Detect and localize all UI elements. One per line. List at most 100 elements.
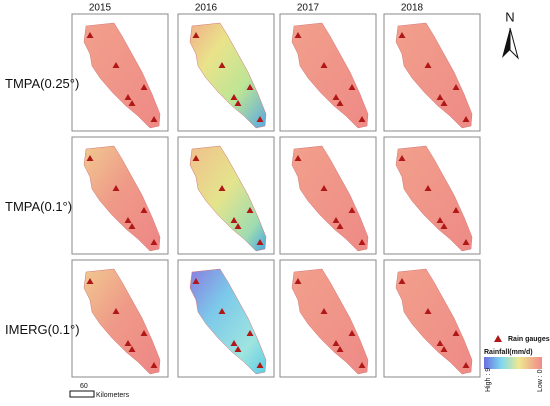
rain-gauge [320,185,328,191]
rain-gauge [256,116,264,122]
rain-gauge [348,207,356,213]
rain-gauge [192,32,200,38]
rain-gauge [294,32,302,38]
rain-gauge [192,155,200,161]
legend-high: High : 9 [485,368,492,392]
rain-gauge [462,362,470,368]
rain-gauge [124,340,132,346]
row-label: IMERG(0.1°) [5,322,80,337]
rain-gauge [124,217,132,223]
rain-gauge [112,185,120,191]
map-panel [279,259,377,378]
region [83,145,161,252]
rain-gauge [332,217,340,223]
rain-gauge [140,84,148,90]
region [83,22,161,129]
rain-gauge [218,308,226,314]
rain-gauge [332,340,340,346]
rain-gauge [320,308,328,314]
map-panel [177,13,275,132]
region [189,268,267,375]
rain-gauge [348,330,356,336]
map-panel [383,259,481,378]
rain-gauge [424,308,432,314]
rain-gauge [440,100,448,106]
map-panel [71,136,169,255]
rain-gauge [332,94,340,100]
rain-gauge [246,207,254,213]
map-panel [177,259,275,378]
rain-gauge [218,185,226,191]
rain-gauge [230,94,238,100]
region [189,145,267,252]
rain-gauge [358,362,366,368]
rain-gauge [230,217,238,223]
rain-gauge [124,94,132,100]
rain-gauge [234,223,242,229]
legend-rainfall: Rainfall(mm/d) [484,349,533,356]
rain-gauge [398,278,406,284]
rain-gauge [462,116,470,122]
rain-gauge [128,100,136,106]
rain-gauge [150,239,158,245]
rain-gauge [112,308,120,314]
rain-gauge [436,94,444,100]
region [395,268,473,375]
rain-gauge [348,84,356,90]
legend: Rain gauges Rainfall(mm/d) High : 9 Low … [484,335,550,392]
rain-gauge [358,239,366,245]
rain-gauge [424,62,432,68]
scale-distance: 60 [80,383,88,390]
scale-bar: 60 Kilometers [69,383,130,399]
rain-gauge [294,155,302,161]
rain-gauge [246,84,254,90]
rain-gauge [234,346,242,352]
rain-gauge [294,278,302,284]
row-label: TMPA(0.25°) [5,76,79,91]
rain-gauge [140,330,148,336]
rain-gauge [320,62,328,68]
rain-gauge [218,62,226,68]
region [291,268,369,375]
region [395,145,473,252]
legend-low: Low : 0 [537,369,544,392]
rain-gauge [230,340,238,346]
column-label: 2016 [195,3,218,14]
rain-gauge [398,155,406,161]
rain-gauge [452,207,460,213]
rain-gauge [150,362,158,368]
rain-gauge [452,84,460,90]
region [291,22,369,129]
rain-gauge [440,346,448,352]
colorbar [484,357,542,369]
rain-gauge [86,278,94,284]
region [291,145,369,252]
map-panel [71,13,169,132]
map-grid [71,13,481,378]
rain-gauge [128,223,136,229]
rain-gauge [436,217,444,223]
rain-gauge [192,278,200,284]
rain-gauge [150,116,158,122]
region [189,22,267,129]
scale-unit: Kilometers [96,392,130,399]
rain-gauge [86,32,94,38]
region [83,268,161,375]
map-panel [383,13,481,132]
north-label: N [505,9,514,24]
rain-gauge [128,346,136,352]
rain-gauge [336,223,344,229]
map-panel [383,136,481,255]
map-panel [279,136,377,255]
rain-gauge [358,116,366,122]
column-label: 2018 [401,3,424,14]
rain-gauge [462,239,470,245]
map-panel [177,136,275,255]
rain-gauge [440,223,448,229]
map-panel [71,259,169,378]
rain-gauge [256,362,264,368]
north-arrow: N [502,9,519,60]
row-label: TMPA(0.1°) [5,199,72,214]
rain-gauge [336,100,344,106]
